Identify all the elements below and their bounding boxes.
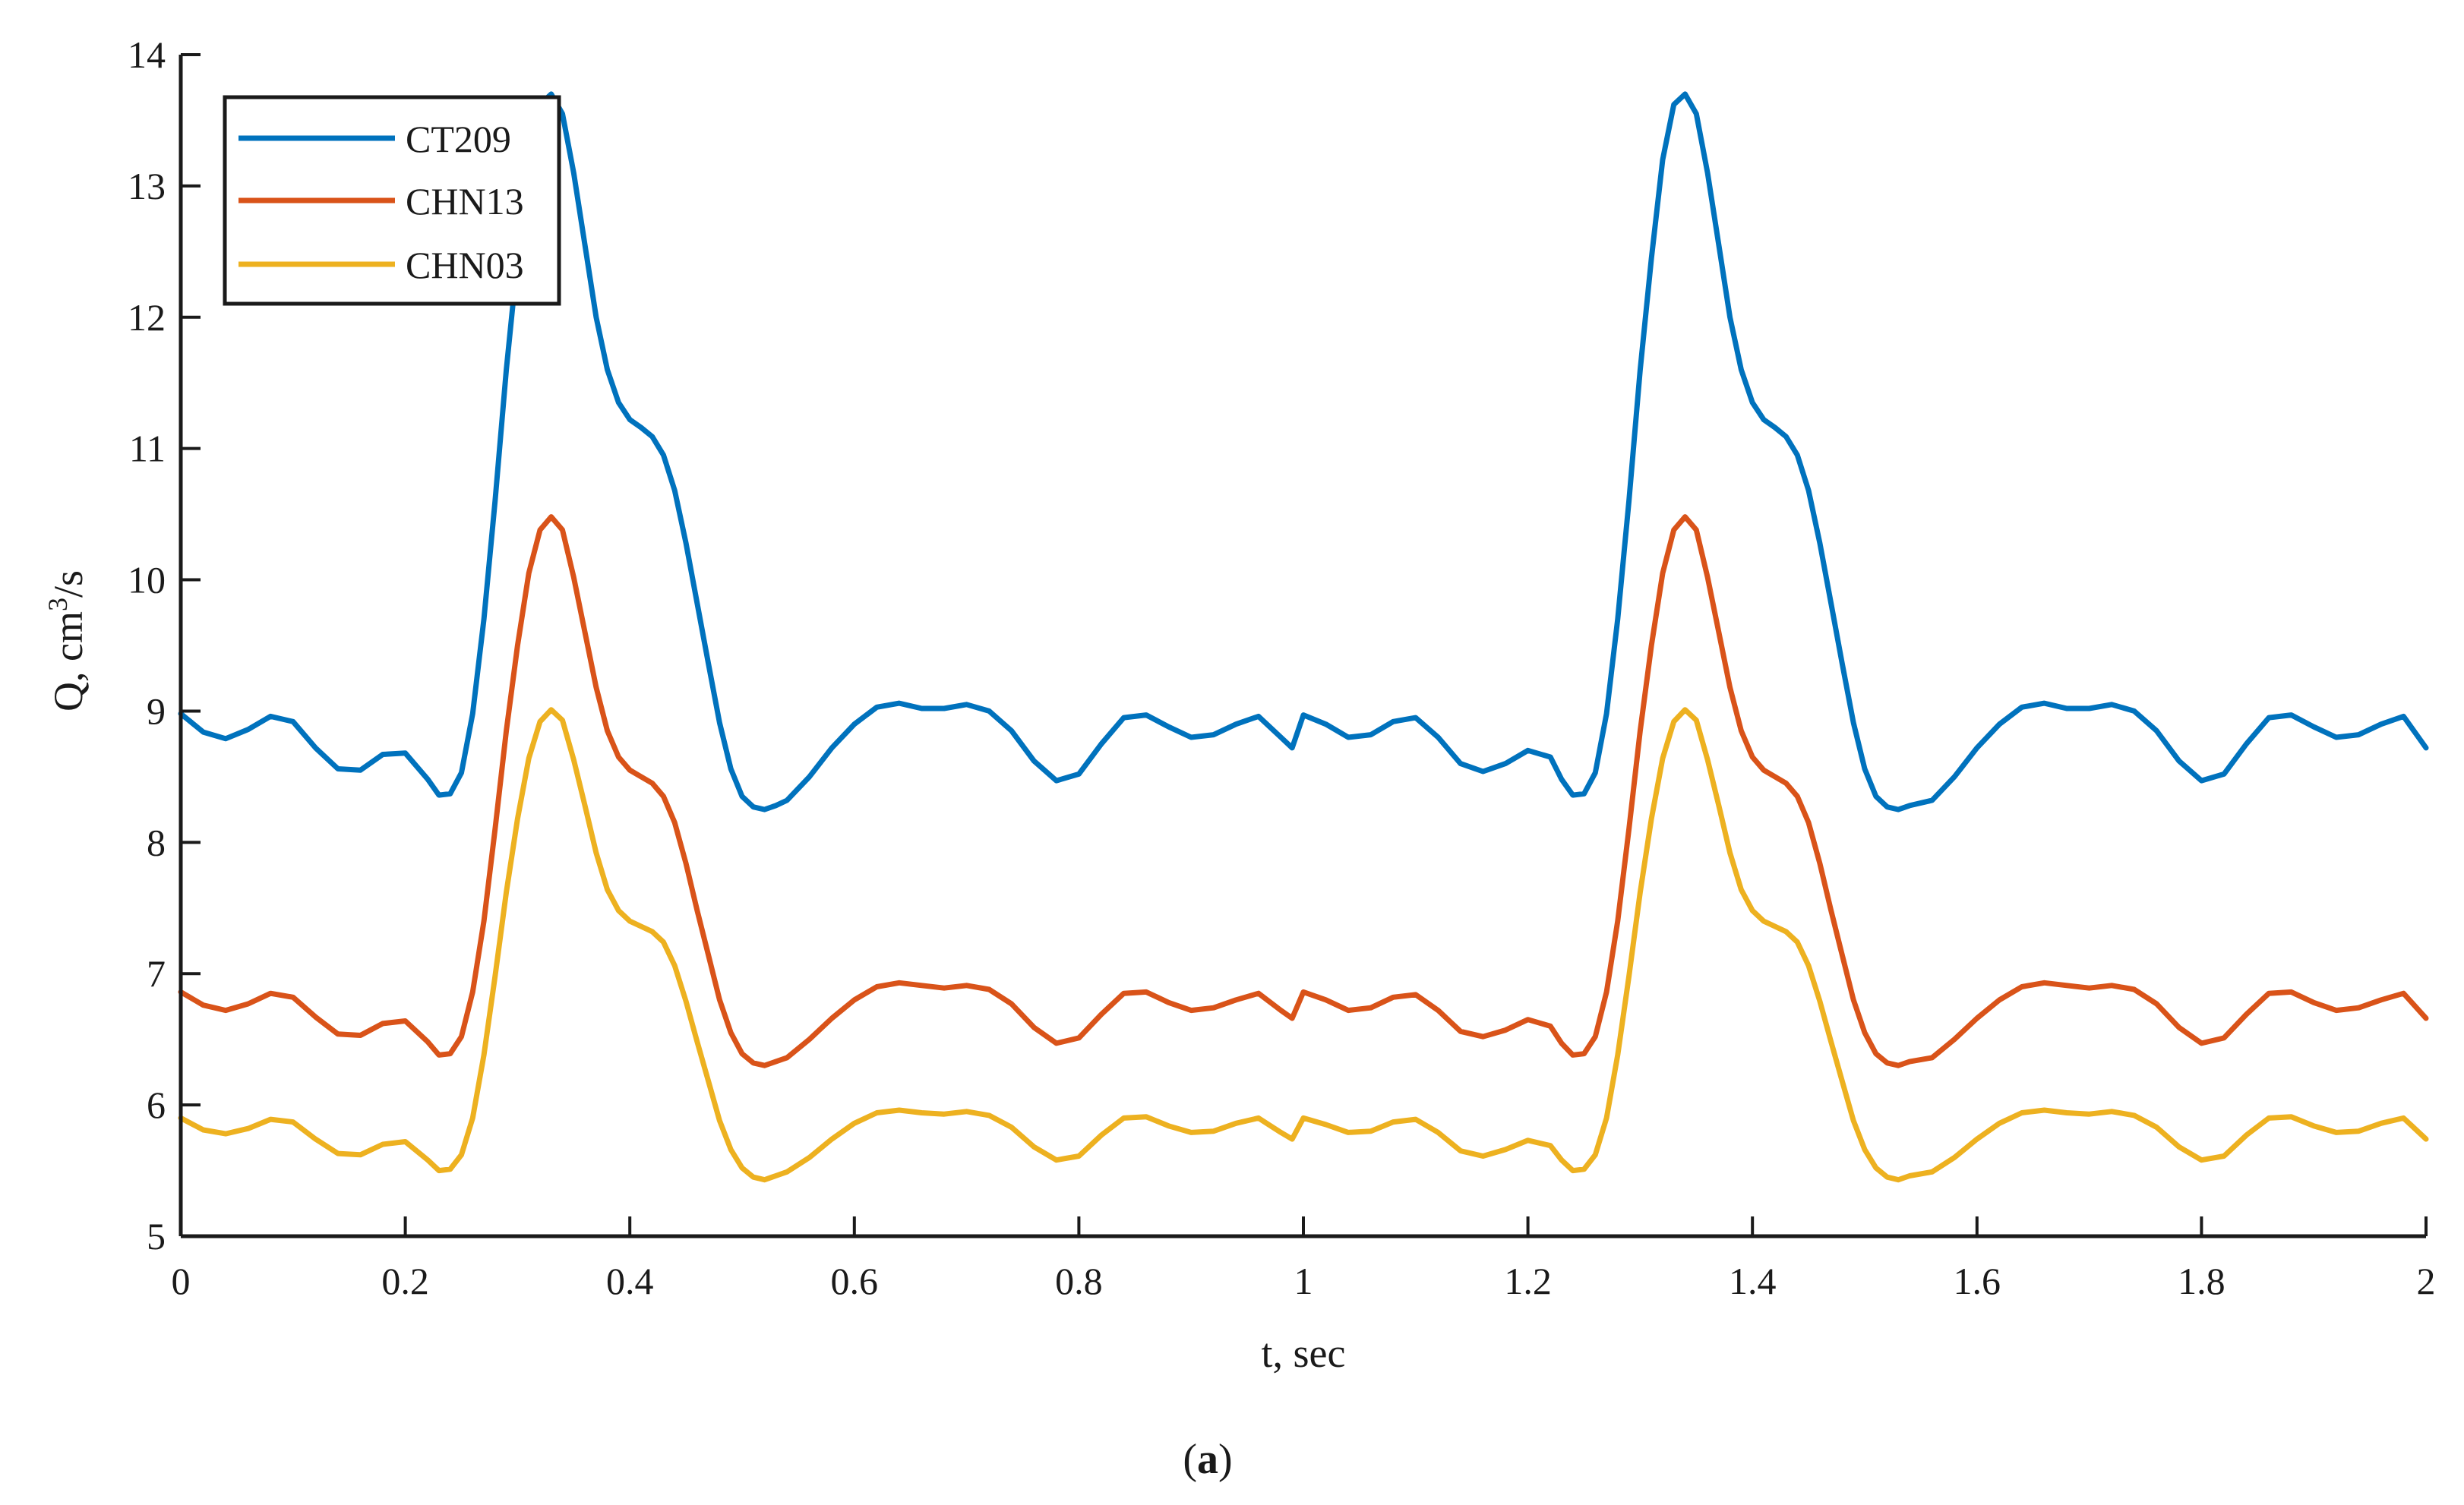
caption-open: ( — [1183, 1436, 1197, 1483]
legend-label-chn03: CHN03 — [406, 244, 524, 286]
y-axis-label-prefix: Q, cm — [46, 611, 91, 711]
y-tick-label: 12 — [128, 296, 166, 339]
caption-close: ) — [1218, 1436, 1233, 1483]
x-tick-label: 1 — [1294, 1260, 1313, 1302]
y-tick-label: 11 — [129, 428, 166, 470]
ticks-layer: 0 0.2 0.4 0.6 0.8 1 1.2 1.4 1.6 1.8 2 5 6 7 8 9 10 11 12 13… — [128, 33, 2436, 1302]
y-tick-label: 9 — [147, 689, 166, 732]
legend: CT209 CHN13 CHN03 — [223, 95, 561, 306]
y-tick-label: 5 — [147, 1215, 166, 1257]
x-tick-label: 0.8 — [1055, 1260, 1103, 1302]
y-axis-label: Q, cm3/s — [43, 570, 91, 711]
y-axis-label-superscript: 3 — [43, 598, 73, 611]
series-line-chn03 — [178, 707, 2429, 1183]
legend-label-ct209: CT209 — [406, 118, 511, 160]
y-axis-label-suffix: /s — [46, 570, 91, 598]
y-tick-label: 7 — [147, 952, 166, 995]
x-tick-label: 0.2 — [381, 1260, 429, 1302]
x-tick-label: 0 — [172, 1260, 191, 1302]
x-tick-label: 0.4 — [606, 1260, 654, 1302]
y-tick-label: 13 — [128, 165, 166, 207]
x-tick-label: 1.4 — [1729, 1260, 1777, 1302]
y-tick-label: 14 — [128, 33, 166, 76]
y-tick-label: 6 — [147, 1084, 166, 1126]
x-tick-label: 1.6 — [1954, 1260, 2001, 1302]
x-tick-label: 1.2 — [1504, 1260, 1552, 1302]
y-tick-label: 10 — [128, 559, 166, 601]
y-tick-label: 8 — [147, 821, 166, 863]
x-tick-label: 2 — [2417, 1260, 2436, 1302]
caption-letter: a — [1197, 1436, 1218, 1483]
legend-label-chn13: CHN13 — [406, 180, 524, 222]
x-tick-label: 1.8 — [2178, 1260, 2225, 1302]
x-tick-label: 0.6 — [831, 1260, 879, 1302]
x-axis-label: t, sec — [1262, 1330, 1346, 1376]
figure-caption: (a) — [1183, 1436, 1232, 1483]
series-line-chn13 — [178, 514, 2429, 1068]
